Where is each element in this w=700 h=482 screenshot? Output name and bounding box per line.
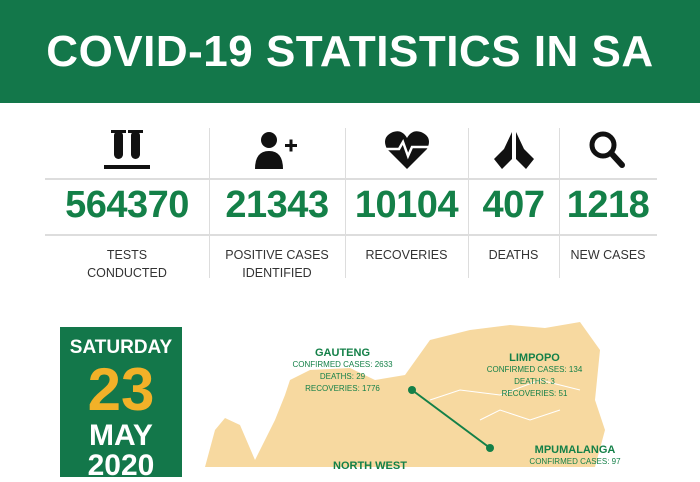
page-title: COVID-19 STATISTICS IN SA	[46, 26, 654, 76]
stat-label: POSITIVE CASES IDENTIFIED	[225, 248, 329, 280]
divider	[45, 234, 657, 236]
test-tubes-icon	[45, 126, 209, 174]
praying-hands-icon	[468, 126, 559, 174]
stat-value: 407	[482, 184, 545, 226]
stat-tests: 564370 TESTS CONDUCTED	[45, 118, 209, 283]
stat-value: 10104	[354, 184, 459, 226]
divider	[209, 128, 210, 278]
weekday: SATURDAY	[69, 337, 173, 358]
stat-label: TESTS CONDUCTED	[87, 248, 167, 280]
divider	[345, 128, 346, 278]
header-banner: COVID-19 STATISTICS IN SA	[0, 0, 700, 103]
add-person-icon	[209, 126, 345, 174]
divider	[45, 178, 657, 180]
province-mpumalanga: MPUMALANGA CONFIRMED CASES: 97	[529, 444, 621, 466]
heartbeat-icon	[345, 126, 468, 174]
stat-label: RECOVERIES	[365, 248, 448, 262]
day-number: 23	[87, 356, 155, 423]
map-land	[205, 322, 605, 467]
date-box: SATURDAY 23 MAY 2020	[60, 327, 182, 481]
province-north-west: NORTH WEST	[333, 460, 407, 472]
month: MAY	[89, 419, 153, 452]
divider	[468, 128, 469, 278]
stats-panel: 564370 TESTS CONDUCTED 21343 POSITIVE CAS…	[45, 118, 657, 283]
stat-label: DEATHS	[488, 248, 539, 262]
stat-deaths: 407 DEATHS	[468, 118, 559, 283]
stat-value: 1218	[566, 184, 650, 226]
stat-value: 21343	[225, 184, 329, 226]
divider	[559, 128, 560, 278]
province-borders	[429, 379, 581, 421]
year: 2020	[87, 449, 155, 482]
province-gauteng: GAUTENG CONFIRMED CASES: 2633 DEATHS: 29…	[292, 347, 393, 393]
stat-new-cases: 1218 NEW CASES	[559, 118, 657, 283]
south-africa-map	[205, 322, 605, 467]
province-limpopo: LIMPOPO CONFIRMED CASES: 134 DEATHS: 3 R…	[486, 352, 583, 398]
stat-positive-cases: 21343 POSITIVE CASES IDENTIFIED	[209, 118, 345, 283]
magnifier-icon	[559, 126, 657, 174]
stat-recoveries: 10104 RECOVERIES	[345, 118, 468, 283]
stat-label: NEW CASES	[570, 248, 646, 262]
stat-value: 564370	[65, 184, 189, 226]
leader-line	[411, 389, 491, 449]
